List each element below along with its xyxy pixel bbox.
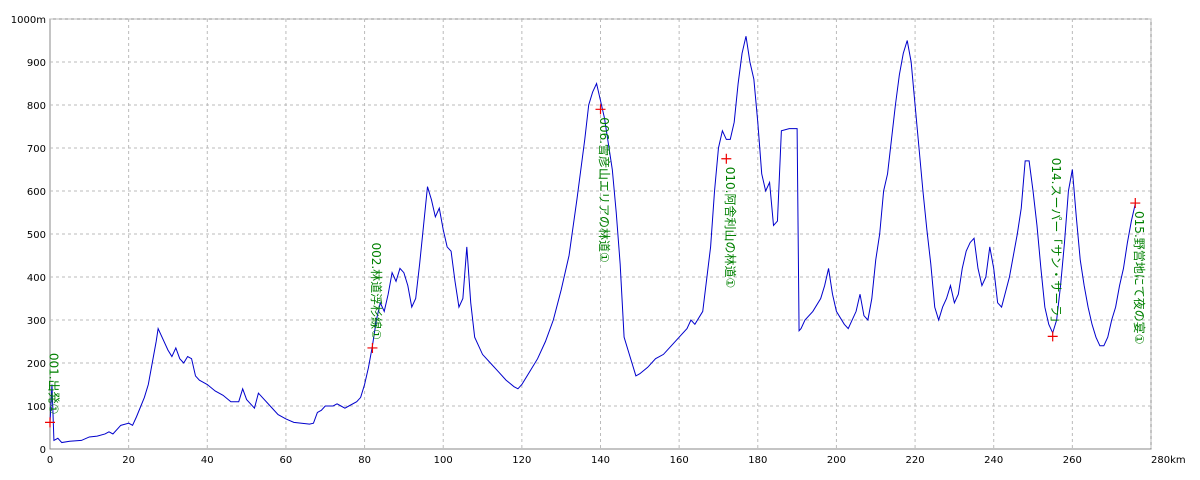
x-tick-label: 240: [984, 455, 1003, 466]
y-tick-label: 400: [27, 273, 46, 284]
waypoint-label: 002.林道浮杉線①: [369, 242, 384, 339]
y-tick-label: 700: [27, 144, 46, 155]
waypoint-marker: [367, 342, 378, 353]
waypoint-label: 010.阿舎利山の林道①: [723, 167, 737, 288]
x-tick-label: 0: [47, 455, 53, 466]
x-tick-label: 120: [512, 455, 531, 466]
waypoint-marker: [1047, 331, 1058, 342]
y-tick-label: 500: [27, 230, 46, 241]
waypoint-marker: [721, 153, 732, 164]
x-tick-label: 160: [670, 455, 689, 466]
y-tick-label: 600: [27, 187, 46, 198]
plot-frame: [49, 18, 1152, 450]
waypoint-label: 001.出発①: [47, 353, 61, 414]
y-tick-label: 300: [27, 316, 46, 327]
waypoint-label: 015.野営地にて夜の宴①: [1132, 211, 1147, 344]
x-tick-label: 140: [591, 455, 610, 466]
x-tick-label: 20: [122, 455, 135, 466]
x-tick-label: 80: [358, 455, 371, 466]
y-tick-label: 0: [40, 445, 46, 456]
y-tick-label: 200: [27, 359, 46, 370]
waypoint-marker: [45, 417, 55, 428]
y-tick-label: 100: [27, 402, 46, 413]
waypoint-marker: [1130, 198, 1141, 209]
elevation-line: [49, 36, 1136, 444]
x-tick-label: 220: [906, 455, 925, 466]
x-tick-label: 100: [434, 455, 453, 466]
x-tick-label: 60: [280, 455, 293, 466]
y-tick-label: 900: [27, 58, 46, 69]
y-tick-label: 800: [27, 101, 46, 112]
waypoint-label: 014.スーパー「サン・サーラ」: [1049, 158, 1063, 329]
x-tick-label: 40: [201, 455, 214, 466]
waypoint-label: 006.雪彦山エリアの林道①: [597, 117, 612, 262]
x-tick-label: 180: [748, 455, 767, 466]
y-tick-label: 1000m: [11, 15, 46, 26]
x-tick-label: 280km: [1151, 455, 1186, 466]
waypoint-marker: [595, 104, 606, 115]
x-tick-label: 200: [827, 455, 846, 466]
x-tick-label: 260: [1063, 455, 1082, 466]
